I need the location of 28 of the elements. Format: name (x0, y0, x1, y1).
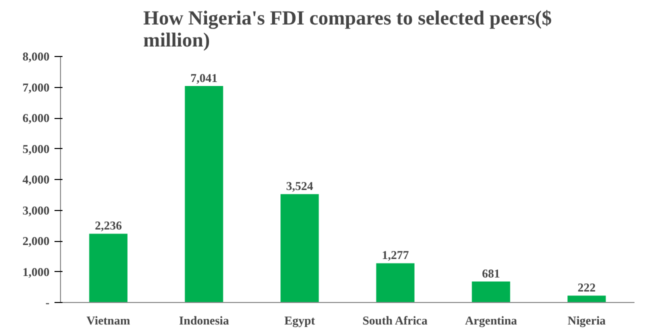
bar (89, 234, 128, 302)
data-label: 1,277 (382, 248, 409, 262)
y-tick-label: 3,000 (22, 203, 50, 218)
x-tick-label: Argentina (465, 314, 517, 328)
y-tick-label: 5,000 (22, 142, 50, 156)
x-tick-label: Vietnam (86, 314, 130, 328)
x-tick-label: South Africa (362, 314, 428, 328)
data-label: 681 (482, 266, 500, 281)
y-tick-label: 1,000 (22, 264, 50, 279)
bar (184, 86, 224, 302)
chart-title: How Nigeria's FDI compares to selected peers($ million) (143, 8, 552, 52)
data-label: 222 (578, 280, 596, 295)
y-tick-label: 6,000 (22, 111, 50, 125)
x-tick-label: Nigeria (568, 314, 606, 328)
bar (568, 296, 606, 302)
data-label: 7,041 (190, 70, 218, 85)
data-label: 2,236 (94, 218, 122, 233)
bar (472, 282, 510, 302)
y-tick-label: - (46, 296, 50, 310)
x-tick-label: Egypt (284, 314, 316, 328)
y-tick-label: 7,000 (22, 80, 50, 94)
bar (376, 263, 414, 302)
bar (280, 194, 319, 302)
data-label: 3,524 (286, 179, 314, 194)
y-tick-label: 2,000 (22, 234, 50, 248)
x-tick-label: Indonesia (178, 314, 230, 328)
y-tick-label: 4,000 (22, 172, 50, 186)
y-tick-label: 8,000 (22, 50, 50, 64)
